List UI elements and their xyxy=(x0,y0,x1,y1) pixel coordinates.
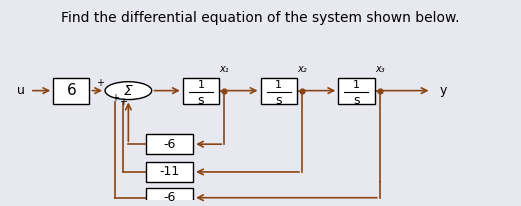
FancyBboxPatch shape xyxy=(146,188,193,206)
Text: s: s xyxy=(197,94,204,107)
Text: 6: 6 xyxy=(67,83,76,98)
Text: s: s xyxy=(276,94,282,107)
Text: -11: -11 xyxy=(159,165,180,178)
FancyBboxPatch shape xyxy=(53,78,90,104)
FancyBboxPatch shape xyxy=(146,134,193,154)
FancyBboxPatch shape xyxy=(338,78,375,104)
Text: 1: 1 xyxy=(353,80,360,90)
Text: s: s xyxy=(353,94,359,107)
Text: +: + xyxy=(111,92,119,103)
Text: Find the differential equation of the system shown below.: Find the differential equation of the sy… xyxy=(61,11,460,25)
Text: 1: 1 xyxy=(275,80,282,90)
Text: Σ: Σ xyxy=(124,84,133,98)
FancyBboxPatch shape xyxy=(146,162,193,182)
FancyBboxPatch shape xyxy=(183,78,219,104)
Text: y: y xyxy=(439,84,446,97)
Text: x₃: x₃ xyxy=(375,64,384,74)
Text: -6: -6 xyxy=(164,191,176,204)
Text: x₁: x₁ xyxy=(219,64,229,74)
Text: +: + xyxy=(96,78,104,88)
FancyBboxPatch shape xyxy=(260,78,297,104)
Text: x₂: x₂ xyxy=(297,64,307,74)
Text: u: u xyxy=(17,84,24,97)
Text: 1: 1 xyxy=(197,80,204,90)
Circle shape xyxy=(105,82,152,99)
Text: -6: -6 xyxy=(164,138,176,151)
Text: +: + xyxy=(119,97,127,107)
